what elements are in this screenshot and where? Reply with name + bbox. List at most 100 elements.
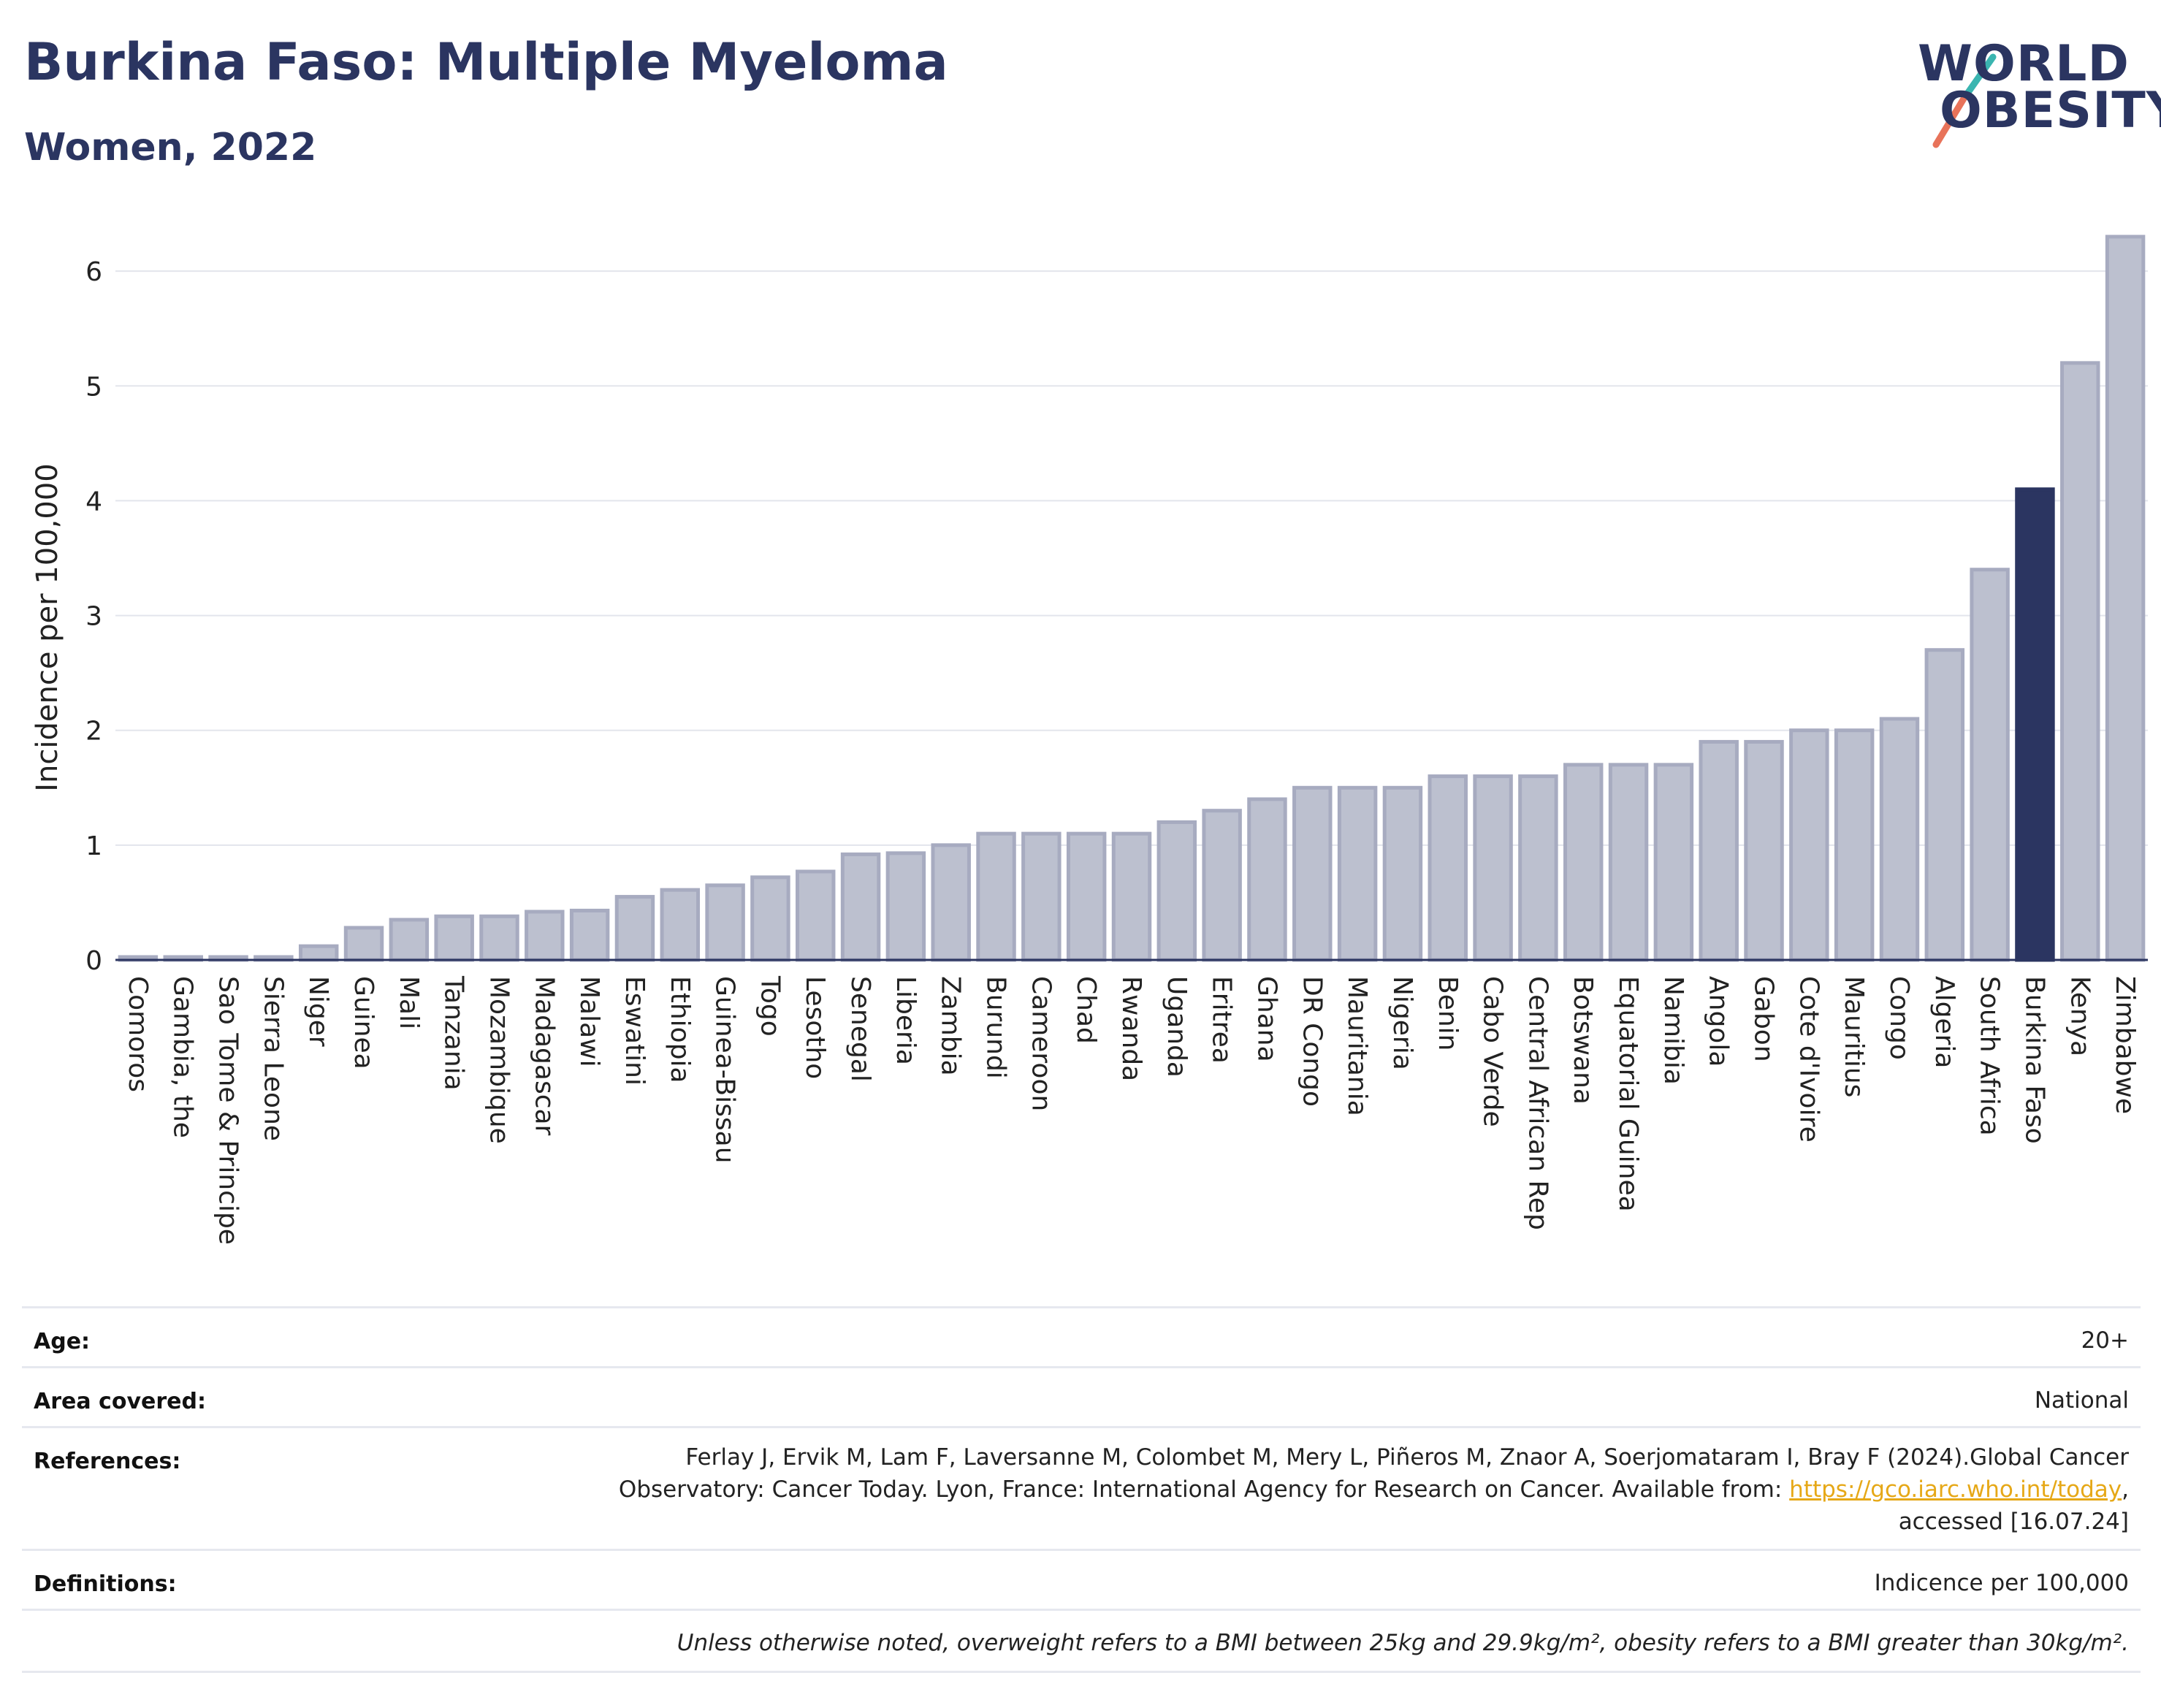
- y-tick-label: 2: [85, 717, 102, 747]
- age-value: 20+: [2081, 1327, 2129, 1354]
- logo-slash-icon: [1932, 53, 1997, 148]
- bar-central-african-rep: [1518, 774, 1558, 962]
- logo-text-world: WORLD: [1918, 35, 2130, 93]
- x-tick-label: Cote d'Ivoire: [1794, 976, 1823, 1143]
- bar-rwanda: [1111, 831, 1152, 962]
- references-line-1: Ferlay J, Ervik M, Lam F, Laversanne M, …: [685, 1444, 2129, 1471]
- x-tick-label: Liberia: [891, 976, 921, 1065]
- bar-guinea: [343, 926, 384, 962]
- references-label: References:: [34, 1449, 181, 1474]
- meta-row-footnote: Unless otherwise noted, overweight refer…: [22, 1609, 2141, 1673]
- x-tick-label: Gabon: [1749, 976, 1779, 1062]
- bar-ethiopia: [660, 888, 701, 962]
- x-tick-label: Chad: [1071, 976, 1101, 1044]
- x-tick-label: Tanzania: [439, 975, 469, 1091]
- bar-eswatini: [614, 895, 655, 962]
- x-tick-label: Togo: [755, 975, 785, 1037]
- x-tick-label: Eswatini: [620, 976, 649, 1086]
- bar-zambia: [931, 843, 971, 962]
- area-value: National: [2034, 1387, 2129, 1414]
- bar-burundi: [976, 831, 1016, 962]
- x-tick-label: Mauritania: [1342, 976, 1372, 1116]
- bars: [118, 235, 2146, 962]
- x-tick-label: Uganda: [1162, 976, 1192, 1078]
- x-tick-label: Kenya: [2065, 976, 2095, 1056]
- bar-benin: [1428, 774, 1468, 962]
- y-tick-label: 6: [85, 257, 102, 287]
- x-axis-labels: Comoros Gambia, the Sao Tome & Principe Sie…: [123, 975, 2140, 1245]
- references-value: Ferlay J, Ervik M, Lam F, Laversanne M, …: [619, 1441, 2129, 1538]
- world-obesity-logo: WORLD OBESITY: [1907, 29, 2161, 153]
- x-tick-label: Senegal: [845, 976, 875, 1082]
- bar-chad: [1066, 831, 1107, 962]
- bar-uganda: [1156, 820, 1197, 962]
- x-tick-label: Angola: [1704, 976, 1734, 1067]
- age-label: Age:: [34, 1329, 91, 1354]
- x-tick-label: Guinea: [348, 976, 378, 1070]
- x-tick-label: Lesotho: [800, 976, 830, 1079]
- meta-row-age: Age: 20+: [22, 1306, 2141, 1368]
- bar-liberia: [885, 851, 926, 962]
- bar-madagascar: [525, 910, 565, 962]
- bar-mauritius: [1834, 728, 1875, 962]
- bar-lesotho: [796, 869, 836, 962]
- y-tick-label: 1: [85, 831, 102, 861]
- bar-angola: [1699, 739, 1739, 962]
- x-tick-label: Algeria: [1929, 976, 1959, 1069]
- x-tick-label: Burundi: [981, 976, 1011, 1079]
- bar-niger: [298, 944, 339, 962]
- bar-algeria: [1924, 648, 1965, 962]
- area-label: Area covered:: [34, 1389, 206, 1414]
- references-line-3: accessed [16.07.24]: [1898, 1509, 2129, 1535]
- x-tick-label: Nigeria: [1387, 976, 1417, 1070]
- bar-zimbabwe: [2105, 235, 2146, 962]
- meta-row-references: References: Ferlay J, Ervik M, Lam F, La…: [22, 1426, 2141, 1551]
- x-tick-label: South Africa: [1975, 976, 2005, 1136]
- bar-congo: [1879, 717, 1920, 962]
- bar-equatorial-guinea: [1608, 763, 1649, 962]
- x-tick-label: Ghana: [1251, 976, 1281, 1062]
- bar-ghana: [1247, 797, 1287, 962]
- x-tick-label: Ethiopia: [665, 976, 695, 1083]
- bar-cabo-verde: [1473, 774, 1513, 962]
- x-tick-label: Benin: [1433, 976, 1463, 1051]
- x-tick-label: Sao Tome & Principe: [213, 976, 243, 1245]
- y-tick-label: 4: [85, 487, 102, 516]
- bar-mozambique: [479, 914, 519, 962]
- x-tick-label: Zambia: [936, 976, 966, 1076]
- x-tick-label: Guinea-Bissau: [710, 976, 740, 1164]
- bar-guinea-bissau: [705, 883, 745, 962]
- x-tick-label: Cabo Verde: [1478, 976, 1508, 1127]
- x-tick-label: Madagascar: [529, 976, 559, 1136]
- y-tick-label: 0: [85, 946, 102, 976]
- bar-mauritania: [1337, 785, 1378, 962]
- bar-namibia: [1653, 763, 1694, 962]
- x-tick-label: Gambia, the: [168, 976, 198, 1138]
- x-tick-label: Eritrea: [1207, 976, 1237, 1064]
- bar-tanzania: [434, 914, 474, 962]
- bar-chart: 0 1 2 3 4 5 6 Comoros Gambia, the Sao Tome & Pri…: [31, 235, 2148, 1245]
- x-tick-label: Namibia: [1658, 976, 1688, 1085]
- bar-south-africa: [1970, 568, 2010, 962]
- x-tick-label: Congo: [1884, 976, 1914, 1060]
- x-tick-label: Mali: [394, 976, 424, 1029]
- references-line-2-text: Observatory: Cancer Today. Lyon, France:…: [618, 1476, 1790, 1503]
- page-title: Burkina Faso: Multiple Myeloma: [24, 32, 948, 92]
- bar-kenya: [2060, 361, 2100, 962]
- x-tick-label: Mauritius: [1839, 976, 1869, 1097]
- x-tick-label: Malawi: [574, 976, 604, 1067]
- y-axis-title: Incidence per 100,000: [31, 463, 64, 792]
- x-tick-label: Central African Rep: [1522, 976, 1552, 1230]
- x-tick-label: Equatorial Guinea: [1613, 976, 1643, 1212]
- bar-malawi: [569, 908, 610, 962]
- bar-togo: [750, 875, 790, 962]
- x-tick-label: Zimbabwe: [2110, 976, 2140, 1114]
- x-tick-label: Comoros: [123, 976, 153, 1092]
- y-axis-ticks: 0 1 2 3 4 5 6: [85, 257, 102, 976]
- definitions-label: Definitions:: [34, 1571, 177, 1597]
- x-tick-label: Burkina Faso: [2019, 976, 2049, 1144]
- x-tick-label: Rwanda: [1116, 976, 1146, 1081]
- references-line-2: Observatory: Cancer Today. Lyon, France:…: [619, 1473, 2129, 1506]
- bar-nigeria: [1382, 785, 1423, 962]
- references-link[interactable]: https://gco.iarc.who.int/today: [1789, 1476, 2122, 1503]
